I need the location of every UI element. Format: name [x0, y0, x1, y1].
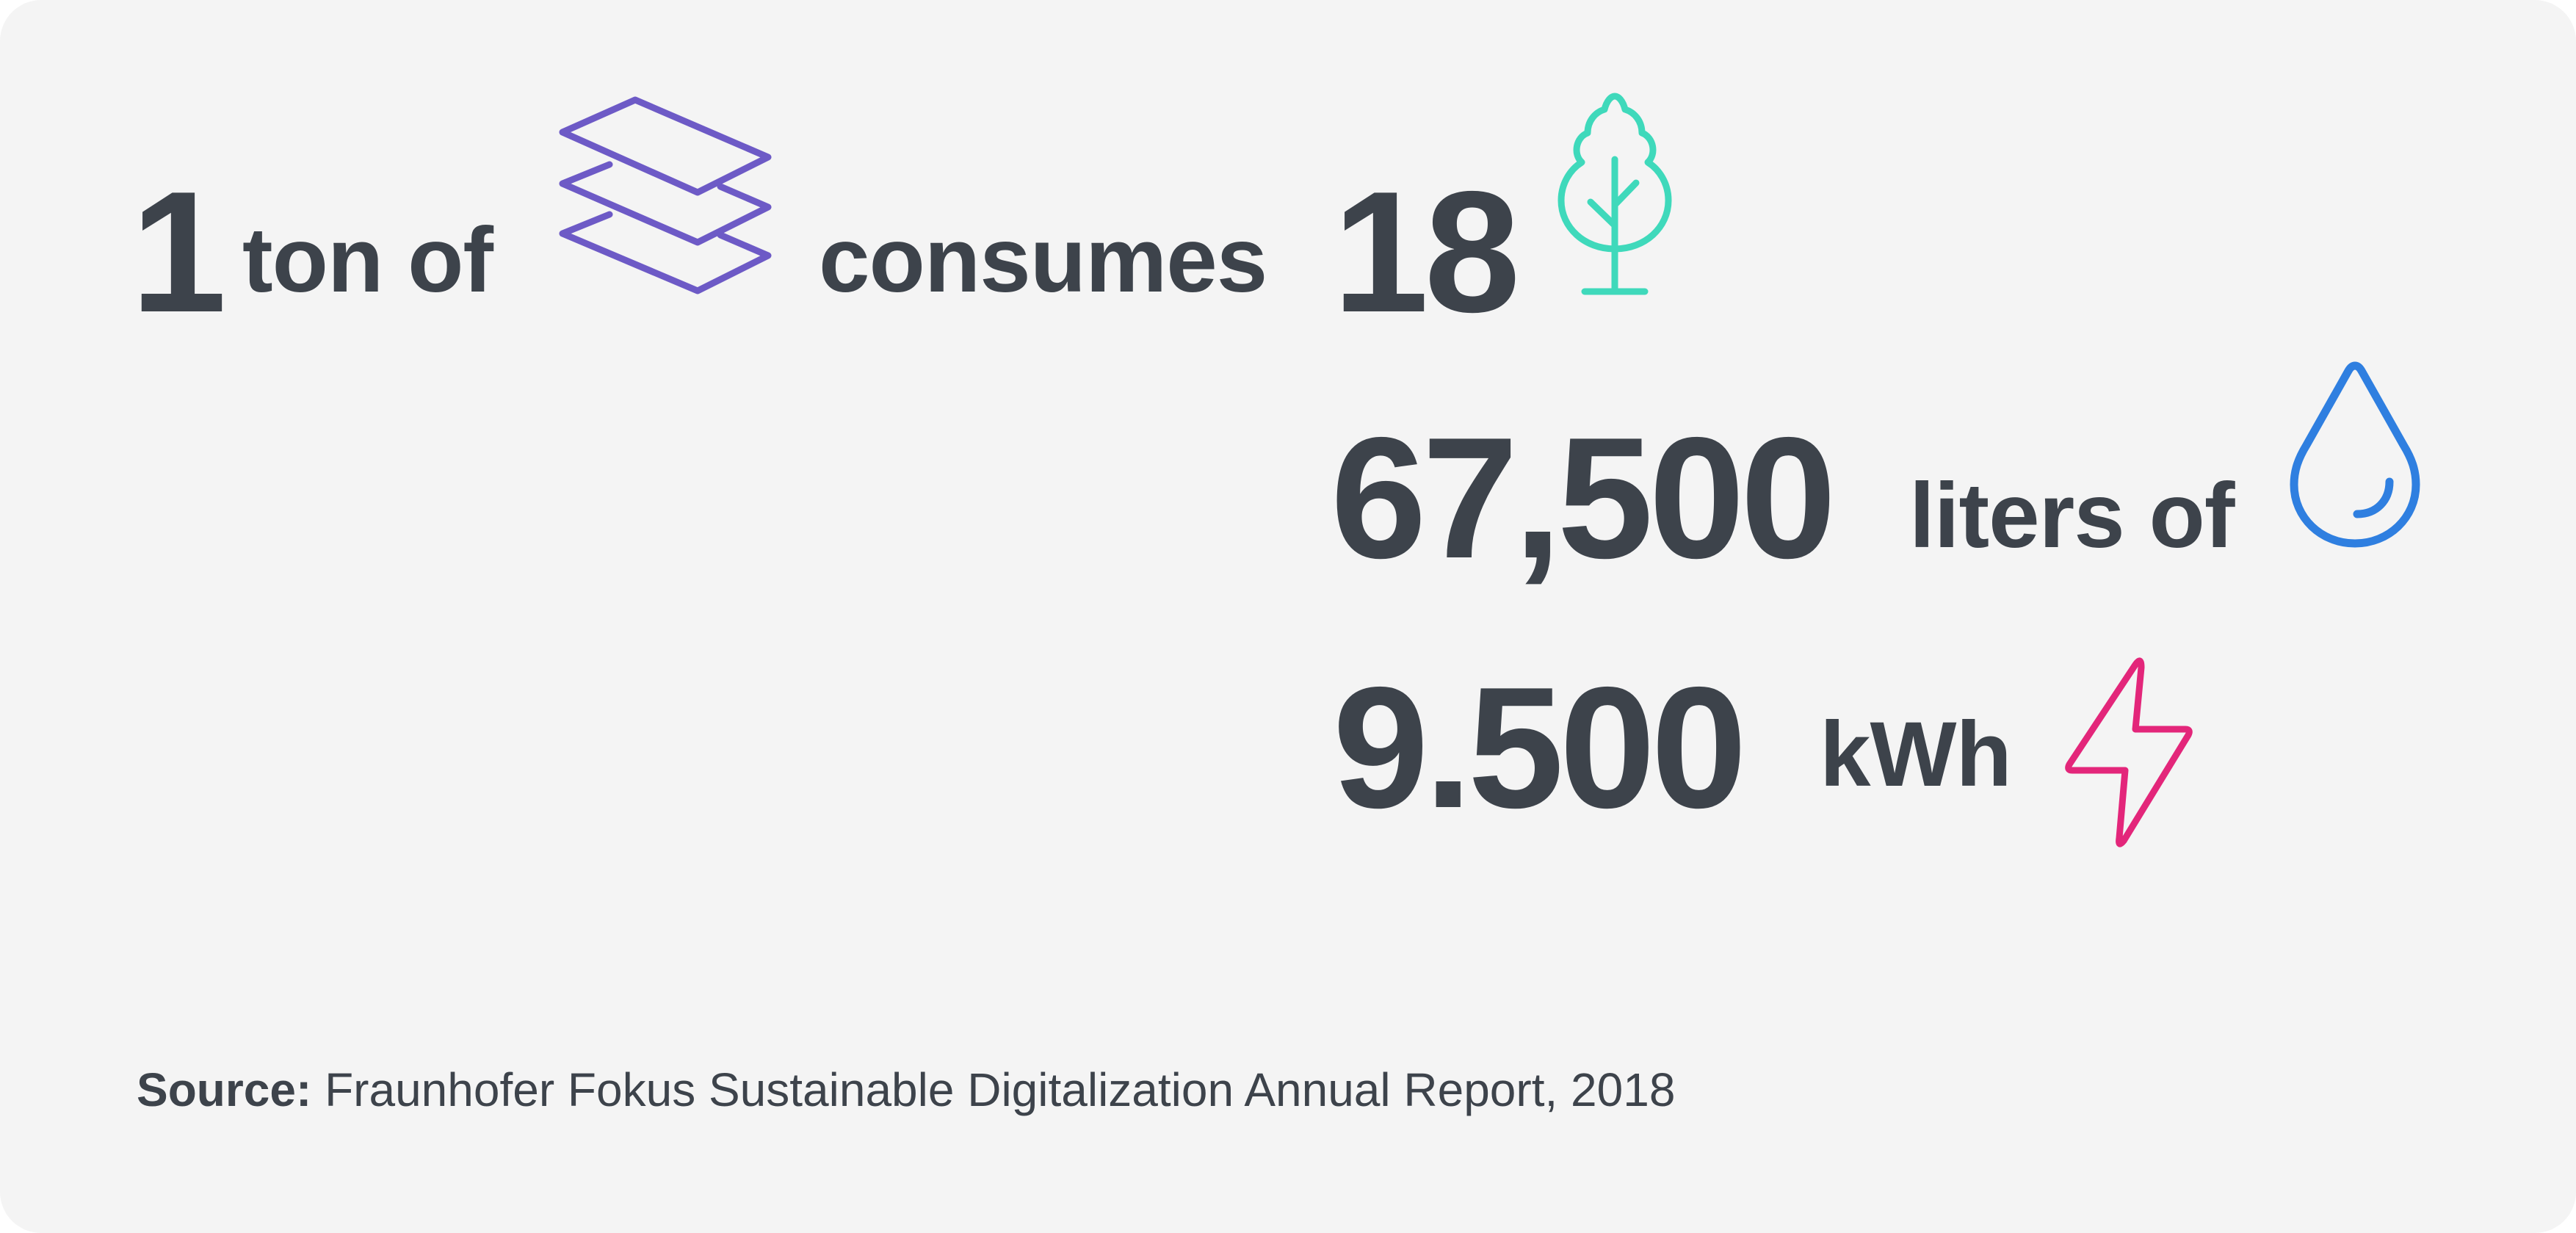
energy-value: 9.500: [1333, 651, 1747, 844]
consumes-text: consumes: [819, 209, 1267, 311]
source-citation: Source: Fraunhofer Fokus Sustainable Dig…: [137, 1066, 1675, 1113]
water-drop-icon: [2290, 360, 2420, 548]
tree-icon: [1555, 92, 1674, 296]
water-value: 67,500: [1331, 401, 1837, 594]
water-unit-text: liters of: [1909, 465, 2235, 567]
trees-value: 18: [1333, 155, 1520, 348]
paper-stack-icon: [558, 95, 773, 294]
lightning-bolt-icon: [2063, 656, 2196, 848]
paper-quantity: 1: [131, 155, 227, 348]
source-text: Fraunhofer Fokus Sustainable Digitalizat…: [311, 1063, 1676, 1116]
source-label: Source:: [137, 1063, 312, 1116]
energy-unit-text: kWh: [1820, 704, 2012, 806]
paper-unit-text: ton of: [242, 209, 493, 311]
